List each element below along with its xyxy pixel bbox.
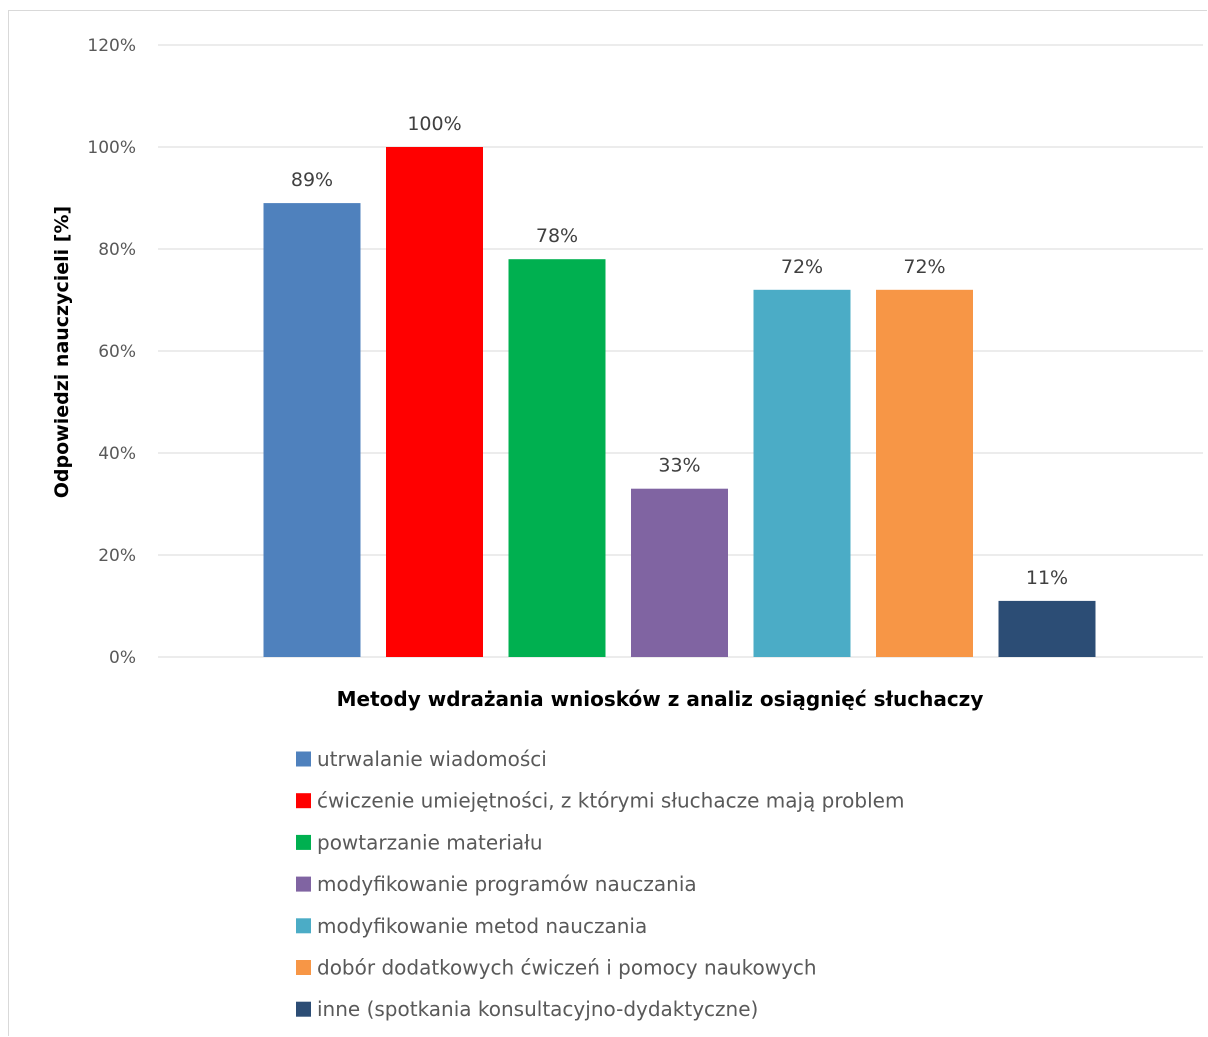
x-axis-label: Metody wdrażania wniosków z analiz osiąg… — [337, 687, 984, 711]
legend-label: ćwiczenie umiejętności, z którymi słucha… — [317, 789, 904, 813]
legend: utrwalanie wiadomości ćwiczenie umiejętno… — [296, 747, 904, 1021]
data-label: 72% — [781, 256, 823, 278]
data-label: 72% — [903, 256, 945, 278]
bar — [998, 600, 1096, 657]
data-labels: 89% 100% 78% 33% 72% 72% 11% — [291, 113, 1068, 589]
data-label: 11% — [1026, 567, 1068, 589]
bar — [753, 289, 851, 657]
bar — [631, 488, 728, 657]
legend-label: utrwalanie wiadomości — [317, 747, 547, 771]
bars — [263, 147, 1096, 657]
legend-label: modyfikowanie programów nauczania — [317, 872, 697, 896]
chart-frame — [8, 10, 1207, 1036]
data-label: 33% — [658, 455, 700, 477]
bar — [508, 259, 606, 657]
data-label: 89% — [291, 169, 333, 191]
bar — [386, 147, 483, 657]
legend-swatch — [296, 1001, 311, 1017]
legend-swatch — [296, 960, 311, 975]
legend-swatch — [296, 751, 311, 767]
legend-label: inne (spotkania konsultacyjno-dydaktyczn… — [317, 997, 758, 1021]
data-label: 78% — [536, 225, 578, 247]
bar — [876, 289, 973, 657]
legend-swatch — [296, 918, 311, 934]
y-tick-label: 120% — [87, 36, 136, 56]
bar — [263, 203, 361, 657]
y-tick-label: 0% — [109, 648, 136, 668]
y-tick-label: 40% — [98, 444, 136, 464]
data-label: 100% — [407, 113, 461, 135]
legend-swatch — [296, 834, 311, 850]
y-tick-label: 60% — [98, 342, 136, 362]
y-tick-label: 20% — [98, 546, 136, 566]
y-axis-label: Odpowiedzi nauczycieli [%] — [51, 206, 73, 498]
legend-label: modyfikowanie metod nauczania — [317, 914, 647, 938]
legend-label: powtarzanie materiału — [317, 830, 543, 854]
legend-label: dobór dodatkowych ćwiczeń i pomocy nauko… — [317, 956, 817, 980]
legend-swatch — [296, 793, 311, 809]
y-axis-ticks: 0% 20% 40% 60% 80% 100% 120% — [87, 36, 136, 668]
y-tick-label: 80% — [98, 240, 136, 260]
legend-swatch — [296, 876, 311, 892]
y-tick-label: 100% — [87, 138, 136, 158]
